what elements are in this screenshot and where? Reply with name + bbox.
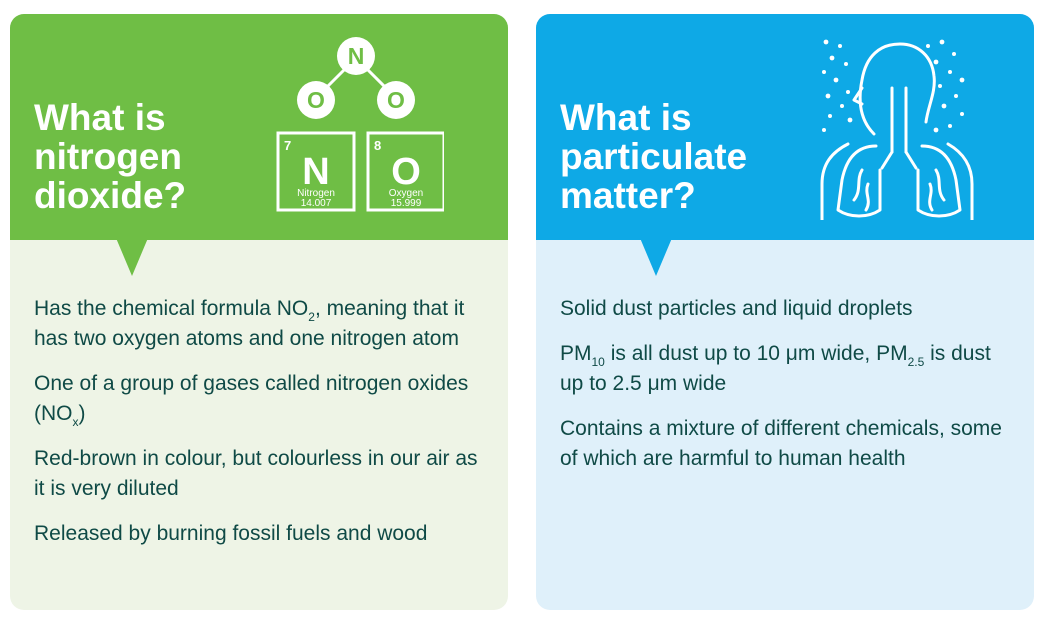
tile-symbol: N <box>302 151 329 193</box>
atom-n-label: N <box>348 43 365 69</box>
tile-number: 7 <box>284 138 291 153</box>
fact-item: One of a group of gases called nitrogen … <box>34 369 484 429</box>
fact-text: PM <box>560 342 592 365</box>
fact-item: Released by burning fossil fuels and woo… <box>34 522 428 545</box>
title-line: nitrogen <box>34 136 182 177</box>
title-line: particulate <box>560 136 748 177</box>
speech-pointer <box>640 238 672 276</box>
tile-symbol: O <box>391 151 421 193</box>
subscript: 2.5 <box>907 355 925 369</box>
fact-item: Solid dust particles and liquid droplets <box>560 297 913 320</box>
fact-item: Contains a mixture of different chemical… <box>560 417 1002 470</box>
subscript: x <box>72 415 79 429</box>
atom-o-label: O <box>307 87 325 113</box>
fact-item: Has the chemical formula NO2, meaning th… <box>34 294 484 354</box>
tile-mass: 15.999 <box>391 198 422 209</box>
tile-number: 8 <box>374 138 381 153</box>
fact-item: PM10 is all dust up to 10 μm wide, PM2.5… <box>560 339 1010 399</box>
fact-text: One of a group of gases called nitrogen … <box>34 372 469 425</box>
tile-name: Oxygen <box>389 188 423 199</box>
title-line: matter? <box>560 175 696 216</box>
title-line: What is <box>34 97 166 138</box>
pm-card-header: What is particulate matter? <box>536 14 1034 240</box>
subscript: 10 <box>591 355 605 369</box>
pm-title: What is particulate matter? <box>560 98 800 215</box>
atom-o-label: O <box>387 87 405 113</box>
pm-facts: Solid dust particles and liquid droplets… <box>560 294 1010 489</box>
fact-text: is all dust up to 10 μm wide, PM <box>604 342 908 365</box>
lungs-dust-icon <box>820 39 974 220</box>
no2-card: What is nitrogen dioxide? N O O 7 N Nitr… <box>10 14 508 610</box>
tile-mass: 14.007 <box>301 198 332 209</box>
subscript: 2 <box>308 310 315 324</box>
fact-text: , meaning that it has two oxygen atoms a… <box>34 297 465 350</box>
no2-title: What is nitrogen dioxide? <box>34 98 274 215</box>
fact-text: Has the chemical formula NO <box>34 297 309 320</box>
title-line: What is <box>560 97 692 138</box>
no2-card-header: What is nitrogen dioxide? N O O 7 N Nitr… <box>10 14 508 240</box>
fact-item: Red-brown in colour, but colourless in o… <box>34 447 478 500</box>
no2-molecule-icon: N O O 7 N Nitrogen 14.007 8 O Oxygen 15.… <box>276 37 444 212</box>
speech-pointer <box>116 238 148 276</box>
fact-text: is dust up to 2.5 μm wide <box>560 342 991 395</box>
tile-name: Nitrogen <box>297 188 335 199</box>
fact-text: ) <box>78 402 86 425</box>
pm-card: What is particulate matter? <box>536 14 1034 610</box>
title-line: dioxide? <box>34 175 187 216</box>
no2-facts: Has the chemical formula NO2, meaning th… <box>34 294 484 564</box>
